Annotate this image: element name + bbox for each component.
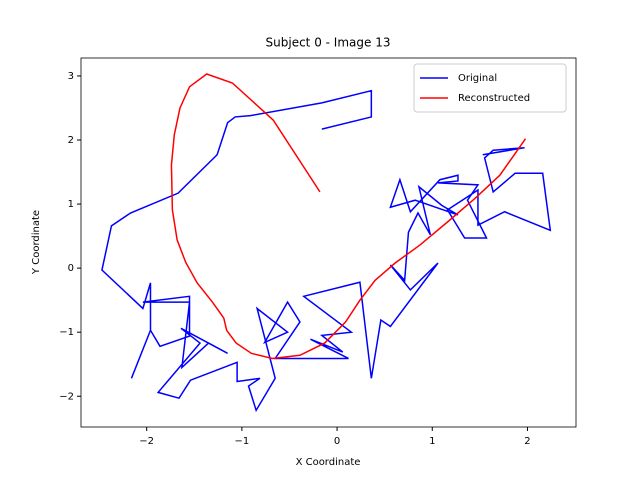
y-tick-label: 1: [68, 199, 74, 210]
plot-frame: [80, 57, 577, 428]
y-tick-label: 2: [68, 135, 74, 146]
data-line: [101, 89, 552, 413]
y-tick-label: −2: [59, 391, 74, 402]
x-tick-label: 1: [429, 436, 435, 447]
legend-label: Reconstructed: [458, 93, 530, 104]
x-tick-label: 0: [334, 436, 340, 447]
x-tick-label: 2: [524, 436, 530, 447]
chart-title: Subject 0 - Image 13: [266, 36, 391, 50]
y-tick-label: 3: [68, 71, 74, 82]
data-line: [170, 73, 527, 360]
x-tick-label: −1: [235, 436, 250, 447]
legend: Original Reconstructed: [413, 63, 567, 113]
legend-box: [413, 63, 567, 113]
y-axis-label: Y Coordinate: [31, 210, 42, 275]
legend-label: Original: [458, 73, 497, 84]
x-tick-label: −2: [139, 436, 154, 447]
x-axis-label: X Coordinate: [296, 457, 361, 468]
y-tick-label: −1: [59, 327, 74, 338]
y-tick-label: 0: [68, 263, 74, 274]
